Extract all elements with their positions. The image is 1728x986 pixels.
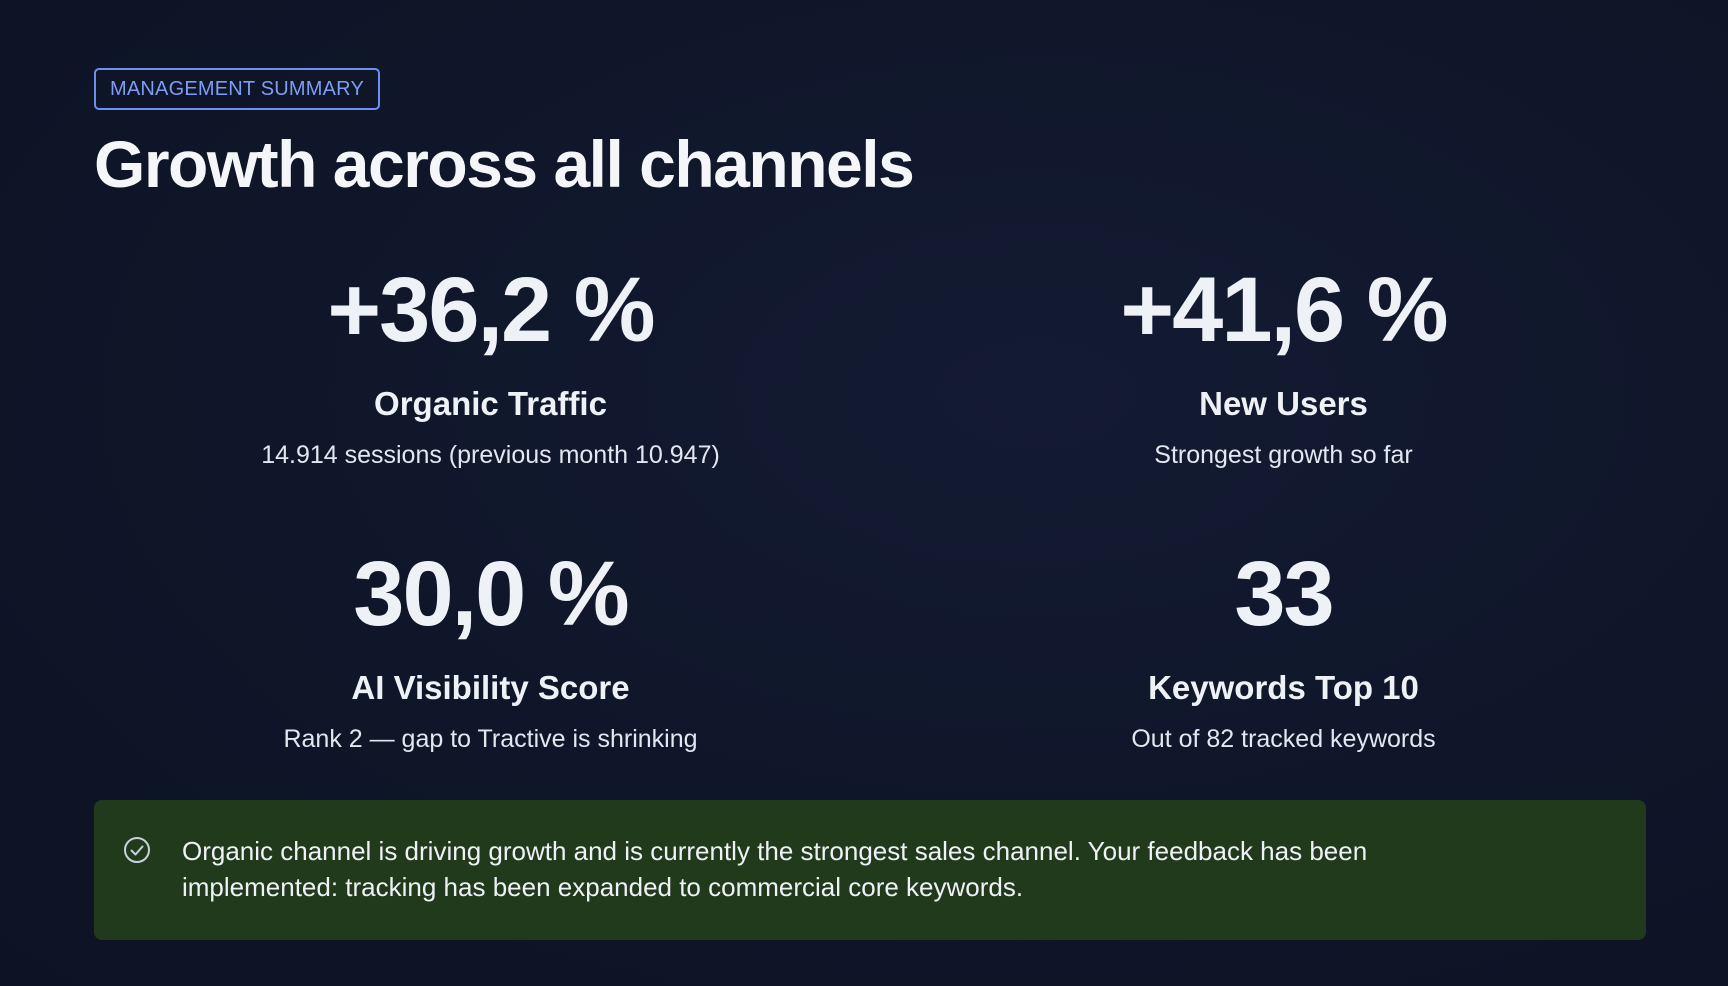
kpi-ai-visibility-score: 30,0 % AI Visibility Score Rank 2 — gap … [94, 548, 887, 776]
kpi-subtext: Strongest growth so far [1154, 441, 1413, 470]
page-title: Growth across all channels [94, 127, 915, 201]
kpi-value: +36,2 % [327, 259, 655, 361]
kpi-value: 30,0 % [353, 543, 629, 645]
kpi-organic-traffic: +36,2 % Organic Traffic 14.914 sessions … [94, 264, 887, 492]
slide: MANAGEMENT SUMMARY Growth across all cha… [94, 68, 1646, 199]
kpi-label: Keywords Top 10 [1148, 669, 1419, 706]
kpi-new-users: +41,6 % New Users Strongest growth so fa… [887, 264, 1680, 492]
kpi-label: Organic Traffic [374, 385, 607, 422]
kpi-subtext: Out of 82 tracked keywords [1131, 725, 1436, 754]
kpi-value: 33 [1234, 543, 1334, 645]
kpi-label: New Users [1199, 385, 1368, 422]
check-circle-icon [122, 835, 152, 865]
kpi-label: AI Visibility Score [351, 669, 630, 706]
section-badge: MANAGEMENT SUMMARY [94, 68, 381, 110]
kpi-subtext: Rank 2 — gap to Tractive is shrinking [283, 725, 698, 754]
kpi-value: +41,6 % [1120, 259, 1448, 361]
kpi-keywords-top-10: 33 Keywords Top 10 Out of 82 tracked key… [887, 548, 1680, 776]
callout-text: Organic channel is driving growth and is… [182, 836, 1368, 902]
insight-callout: Organic channel is driving growth and is… [94, 800, 1646, 940]
kpi-grid: +36,2 % Organic Traffic 14.914 sessions … [94, 264, 1680, 776]
kpi-subtext: 14.914 sessions (previous month 10.947) [261, 441, 720, 470]
